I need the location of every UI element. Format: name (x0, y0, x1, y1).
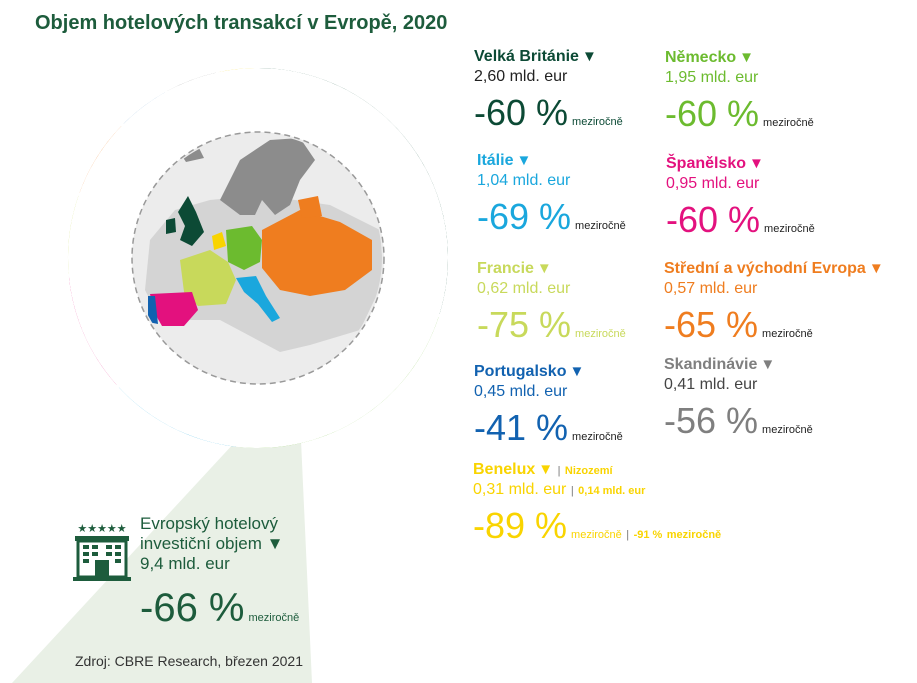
stat-amount: 1,95 mld. eur (665, 69, 759, 86)
page-title: Objem hotelových transakcí v Evropě, 202… (35, 12, 448, 34)
map-italy (236, 276, 280, 322)
map-benelux (212, 232, 226, 250)
stat-de: Německo ▼ 1,95 mld. eur -60 % meziročně (665, 48, 814, 141)
down-arrow-icon: ▼ (749, 155, 764, 172)
separator: | (557, 465, 561, 477)
stat-pct: -41 % (474, 407, 569, 448)
map-spain (150, 292, 198, 326)
down-arrow-icon: ▼ (581, 48, 597, 65)
map-cee (262, 210, 372, 296)
stat-amount: 0,62 mld. eur (477, 280, 571, 297)
total-yoy: meziročně (248, 612, 300, 624)
stat-amount: 0,95 mld. eur (666, 175, 760, 192)
stat-yoy: meziročně (572, 116, 623, 128)
down-arrow-icon: ▼ (536, 260, 552, 277)
stars-icon: ★★★★★ (77, 522, 126, 535)
map-baltics (298, 196, 322, 218)
stat-name: Itálie (477, 152, 514, 169)
stat-bx: Benelux ▼ | Nizozemí 0,31 mld. eur | 0,14… (473, 460, 721, 553)
down-arrow-icon: ▼ (538, 461, 554, 478)
stat-pct: -69 % (477, 196, 572, 237)
source-note: Zdroj: CBRE Research, březen 2021 (75, 653, 303, 669)
stat-name: Německo (665, 49, 737, 66)
stat-uk: Velká Británie ▼ 2,60 mld. eur -60 % mezir… (474, 47, 623, 140)
stat-subpct: -91 % (633, 529, 663, 541)
total-pct: -66 % (140, 586, 245, 630)
down-arrow-icon: ▼ (516, 152, 532, 169)
stat-pt: Portugalsko ▼ 0,45 mld. eur -41 % meziročn… (474, 362, 623, 455)
stat-pct: -75 % (477, 304, 572, 345)
stat-sc: Skandinávie ▼ 0,41 mld. eur -56 % meziročn… (664, 355, 813, 448)
stat-es: Španělsko ▼ 0,95 mld. eur -60 % meziročně (666, 154, 815, 247)
stat-pct: -60 % (666, 199, 761, 240)
stat-name: Francie (477, 260, 534, 277)
stat-name: Španělsko (666, 155, 747, 172)
total-amount: 9,4 mld. eur (140, 554, 230, 573)
stat-name: Velká Británie (474, 48, 579, 65)
stat-pct: -60 % (474, 92, 569, 133)
total-summary: Evropský hotelový investiční objem ▼ 9,4… (140, 514, 299, 638)
stat-yoy: meziročně (764, 223, 815, 235)
map-germany (226, 226, 262, 270)
stat-name: Střední a východní Evropa (664, 260, 866, 277)
down-arrow-icon: ▼ (739, 49, 755, 66)
stat-yoy: meziročně (762, 328, 813, 340)
stat-amount: 0,57 mld. eur (664, 280, 758, 297)
down-arrow-icon: ▼ (569, 363, 585, 380)
stat-amount: 2,60 mld. eur (474, 68, 568, 85)
map-ireland (166, 218, 176, 234)
separator: | (626, 529, 630, 541)
stat-pct: -56 % (664, 400, 759, 441)
stat-cee: Střední a východní Evropa ▼ 0,57 mld. eur… (664, 259, 884, 352)
stat-amount: 0,31 mld. eur (473, 481, 567, 498)
map-border (131, 131, 385, 385)
stat-amount: 1,04 mld. eur (477, 172, 571, 189)
stat-name: Portugalsko (474, 363, 567, 380)
down-arrow-icon: ▼ (868, 260, 884, 277)
stat-pct: -89 % (473, 505, 568, 546)
map-portugal (148, 296, 158, 324)
stat-subyoy: meziročně (666, 529, 722, 541)
map-uk (178, 196, 204, 246)
europe-map (145, 138, 382, 352)
map-france (180, 250, 236, 306)
map-scandinavia (220, 138, 315, 215)
callout-wedge (12, 418, 312, 683)
stat-name: Skandinávie (664, 356, 758, 373)
separator: | (570, 485, 574, 497)
stat-subname: Nizozemí (564, 465, 613, 477)
stat-yoy: meziročně (575, 220, 626, 232)
stat-yoy: meziročně (575, 328, 626, 340)
down-arrow-icon: ▼ (760, 356, 776, 373)
stat-amount: 0,41 mld. eur (664, 376, 758, 393)
down-arrow-icon: ▼ (266, 534, 284, 553)
stat-yoy: meziročně (762, 424, 813, 436)
stat-pct: -65 % (664, 304, 759, 345)
stat-subamount: 0,14 mld. eur (578, 485, 646, 497)
stat-it: Itálie ▼ 1,04 mld. eur -69 % meziročně (477, 151, 626, 244)
stat-yoy: meziročně (572, 431, 623, 443)
stat-yoy: meziročně (763, 117, 814, 129)
stat-fr: Francie ▼ 0,62 mld. eur -75 % meziročně (477, 259, 626, 352)
total-line2: investiční objem (140, 534, 262, 553)
stat-amount: 0,45 mld. eur (474, 383, 568, 400)
stat-yoy: meziročně (571, 529, 622, 541)
total-line1: Evropský hotelový (140, 514, 278, 533)
stat-name: Benelux (473, 461, 536, 478)
stat-pct: -60 % (665, 93, 760, 134)
hotel-icon: ★★★★★ (73, 522, 131, 581)
